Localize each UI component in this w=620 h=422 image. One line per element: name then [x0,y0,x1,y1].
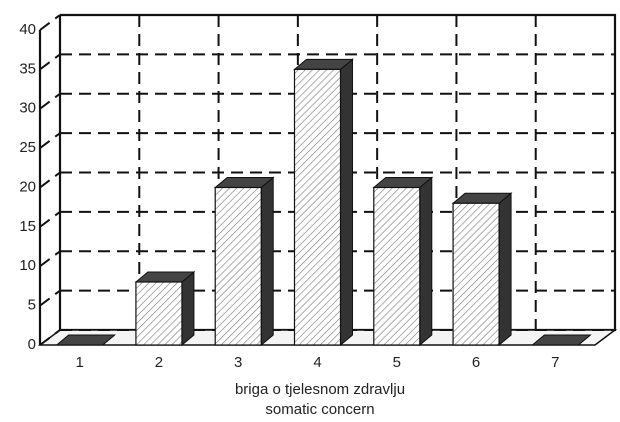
grid-line [39,250,61,268]
y-tick-label: 25 [19,139,36,156]
bar-top [55,334,117,346]
grid-line [39,211,61,228]
x-axis-label: briga o tjelesnom zdravlju [235,381,405,398]
bar [452,202,500,346]
grid-line [39,171,61,189]
x-tick-label: 5 [393,354,401,371]
x-tick-label: 6 [472,354,480,371]
y-tick-label: 5 [28,297,36,314]
bar-side [340,58,353,347]
bar-top [530,334,592,346]
bar-side [419,176,433,347]
bar [373,186,421,346]
x-tick-label: 4 [313,354,321,371]
y-tick-label: 35 [19,60,36,77]
bar [135,281,183,346]
x-tick-label: 3 [234,354,242,371]
y-tick-label: 20 [19,178,36,195]
x-axis-label: somatic concern [265,401,374,418]
y-tick-label: 30 [19,100,36,117]
x-tick-label: 1 [75,354,83,371]
y-tick-label: 0 [28,336,36,353]
bar-side [181,270,195,347]
grid-line [39,14,61,31]
y-tick-label: 40 [19,21,36,38]
x-tick-label: 7 [551,354,559,371]
grid-line [39,53,61,71]
bar-side [260,176,274,347]
grid-line [39,92,61,110]
x-tick-label: 2 [155,354,163,371]
y-tick-label: 15 [19,218,36,235]
grid-line [39,289,61,307]
grid-line [39,132,61,149]
bar [214,186,262,346]
y-tick-label: 10 [19,257,36,274]
bar [293,68,342,346]
grid-line [39,329,61,346]
bar-side [498,192,512,347]
